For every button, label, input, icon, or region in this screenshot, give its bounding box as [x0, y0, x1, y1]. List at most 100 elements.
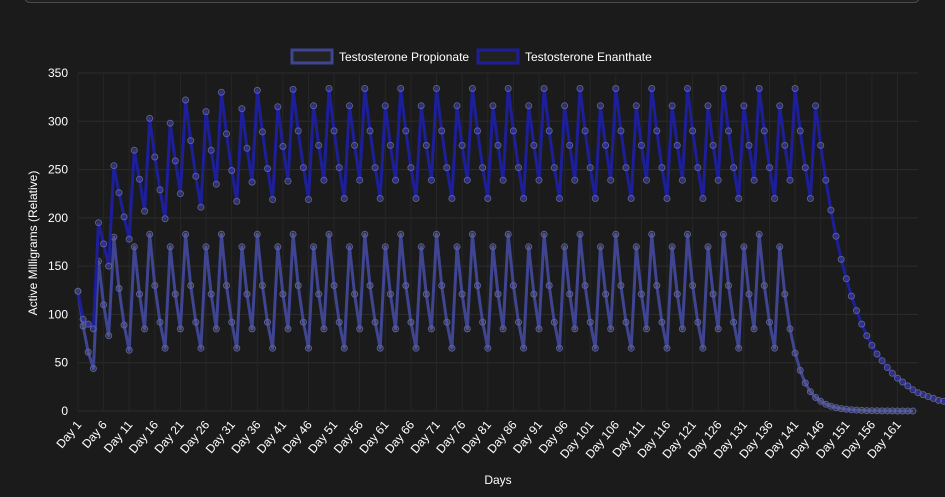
data-point — [294, 127, 302, 135]
data-point — [233, 344, 241, 352]
data-point — [386, 141, 394, 149]
data-point — [847, 292, 855, 300]
x-tick-label: Day 1 — [53, 418, 84, 451]
series-line — [76, 232, 913, 413]
data-point — [141, 207, 149, 215]
series-layer — [74, 85, 945, 415]
data-point — [392, 176, 400, 184]
data-point — [156, 186, 164, 194]
data-point — [766, 164, 773, 172]
data-point — [386, 290, 394, 298]
data-point — [755, 85, 763, 92]
data-point — [571, 325, 579, 333]
data-point — [566, 290, 574, 298]
data-point — [499, 325, 507, 333]
data-point — [801, 164, 809, 172]
data-point — [776, 243, 784, 251]
data-point — [228, 318, 236, 326]
data-point — [581, 282, 589, 289]
data-point — [571, 176, 579, 184]
data-point — [878, 357, 886, 365]
data-point — [637, 290, 645, 298]
data-point — [612, 230, 620, 238]
data-point — [596, 102, 604, 110]
data-point — [863, 407, 871, 415]
data-point — [217, 230, 225, 238]
data-point — [371, 318, 379, 326]
data-point — [591, 195, 599, 202]
legend-item-1[interactable]: Testosterone Enanthate — [476, 48, 652, 65]
data-point — [356, 176, 364, 184]
data-point — [243, 290, 251, 298]
data-point — [760, 127, 768, 135]
data-point — [894, 407, 901, 415]
data-point — [858, 406, 866, 414]
data-point — [412, 195, 420, 202]
data-point — [166, 119, 174, 127]
data-point — [556, 195, 563, 202]
data-point — [499, 176, 507, 184]
data-point — [279, 290, 287, 298]
data-point — [776, 102, 784, 110]
data-point — [873, 407, 881, 415]
data-point — [494, 141, 502, 149]
data-point — [617, 282, 625, 289]
data-point — [264, 318, 271, 326]
data-point — [837, 405, 845, 413]
data-point — [453, 243, 461, 251]
y-axis: 0 50 100 150 200 250 300 350 — [48, 66, 68, 418]
data-point — [248, 178, 256, 186]
data-point — [648, 85, 656, 92]
data-point — [591, 344, 599, 352]
data-point — [187, 137, 195, 145]
legend[interactable]: Testosterone Propionate Testosterone Enan… — [290, 48, 652, 65]
data-point — [84, 348, 92, 356]
y-tick-label: 350 — [48, 66, 68, 80]
data-point — [643, 176, 650, 184]
data-point — [397, 85, 405, 92]
data-point — [842, 405, 850, 413]
data-point — [678, 325, 686, 333]
data-point — [540, 230, 548, 238]
data-point — [561, 243, 569, 251]
data-point — [909, 407, 917, 415]
data-point — [699, 195, 707, 202]
data-point — [427, 176, 435, 184]
data-point — [217, 88, 225, 96]
y-tick-label: 0 — [61, 404, 68, 418]
data-point — [223, 130, 230, 138]
data-point — [806, 388, 814, 396]
data-point — [346, 243, 353, 251]
data-point — [894, 374, 901, 382]
data-point — [305, 344, 312, 352]
data-point — [663, 195, 671, 202]
data-point — [371, 164, 379, 172]
data-point — [740, 102, 748, 110]
data-point — [719, 230, 727, 238]
data-point — [346, 102, 353, 110]
y-tick-label: 200 — [48, 211, 68, 225]
data-point — [289, 85, 297, 93]
legend-item-0[interactable]: Testosterone Propionate — [290, 48, 469, 65]
data-point — [253, 86, 261, 94]
data-point — [704, 243, 712, 251]
data-point — [581, 127, 589, 135]
data-point — [535, 176, 543, 184]
data-point — [576, 85, 584, 92]
legend-swatch — [476, 48, 520, 65]
data-point — [484, 195, 492, 202]
data-point — [176, 190, 184, 198]
data-point — [520, 344, 528, 352]
data-point — [766, 318, 773, 326]
data-point — [602, 290, 610, 298]
data-point — [709, 141, 717, 149]
data-point — [745, 290, 753, 298]
data-point — [151, 282, 159, 289]
data-point — [474, 127, 481, 135]
data-point — [484, 344, 492, 352]
data-point — [330, 127, 338, 135]
data-point — [228, 167, 236, 174]
data-point — [105, 332, 113, 340]
data-point — [427, 325, 435, 333]
